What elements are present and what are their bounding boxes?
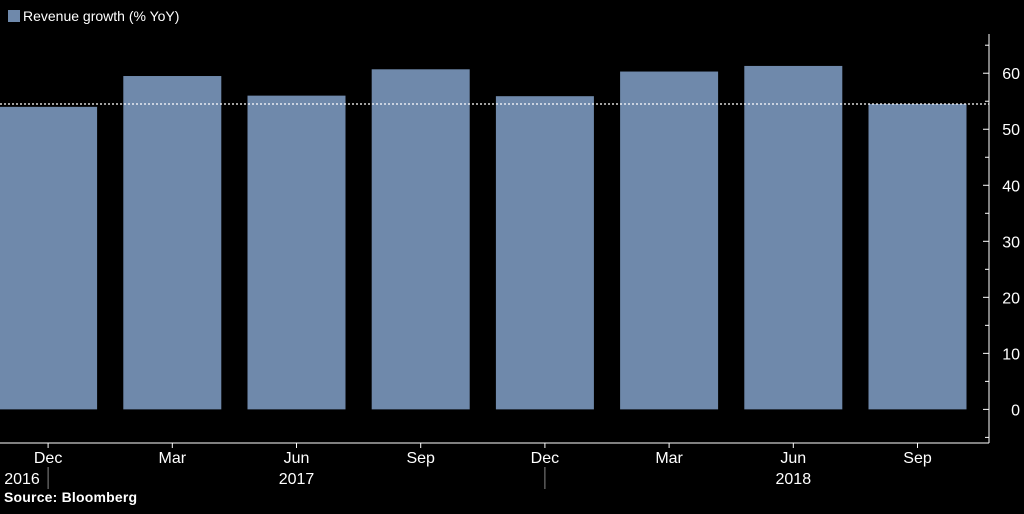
bar <box>247 95 346 410</box>
y-tick-label: 50 <box>1002 122 1020 139</box>
y-tick-label: 30 <box>1002 234 1020 251</box>
year-label: 2017 <box>279 471 315 488</box>
year-label: 2018 <box>776 471 812 488</box>
x-tick-label: Dec <box>531 450 559 467</box>
y-tick-label: 20 <box>1002 290 1020 307</box>
bar <box>620 71 719 410</box>
bar <box>868 104 967 410</box>
x-tick-label: Dec <box>34 450 62 467</box>
legend-label: Revenue growth (% YoY) <box>23 8 180 24</box>
x-tick-label: Sep <box>406 450 435 467</box>
legend-swatch <box>8 10 20 22</box>
bar <box>495 96 594 410</box>
y-tick-label: 0 <box>1011 402 1020 419</box>
x-tick-label: Mar <box>159 450 187 467</box>
legend: Revenue growth (% YoY) <box>8 8 179 24</box>
x-tick-label: Jun <box>284 450 310 467</box>
bar <box>744 65 843 410</box>
bar <box>0 106 98 410</box>
y-tick-label: 10 <box>1002 346 1020 363</box>
bar <box>371 69 470 410</box>
x-tick-label: Sep <box>903 450 932 467</box>
y-tick-label: 40 <box>1002 178 1020 195</box>
source-label: Source: Bloomberg <box>4 489 138 505</box>
x-tick-label: Mar <box>655 450 683 467</box>
x-tick-label: Jun <box>780 450 806 467</box>
y-tick-label: 60 <box>1002 66 1020 83</box>
year-label: 2016 <box>4 471 40 488</box>
bar <box>123 76 222 410</box>
